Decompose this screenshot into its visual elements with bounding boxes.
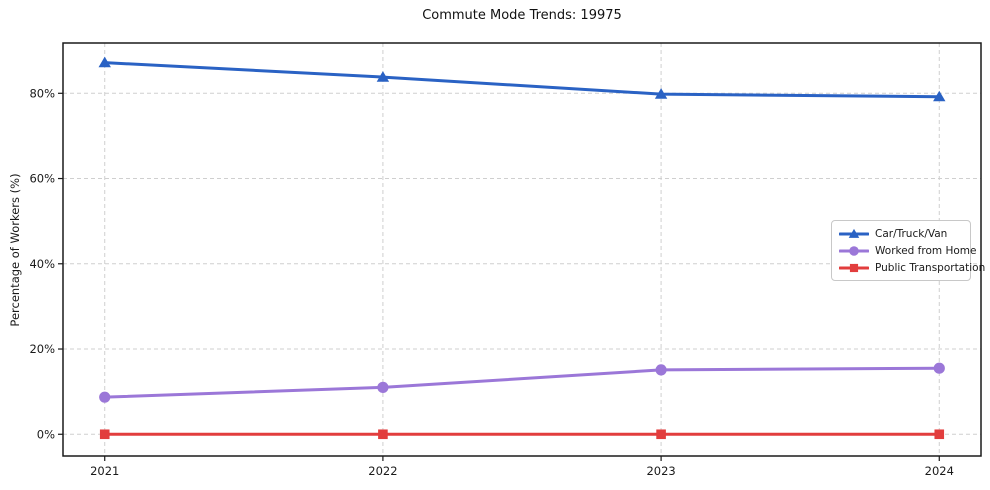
- triangle-marker: [376, 71, 390, 82]
- square-marker: [99, 429, 110, 440]
- square-marker: [849, 263, 859, 272]
- legend-item-worked-from-home: Worked from Home: [839, 244, 976, 257]
- chart-title: Commute Mode Trends: 19975: [422, 8, 622, 23]
- square-marker: [378, 429, 388, 440]
- circle-marker: [99, 391, 111, 403]
- triangle-marker: [654, 88, 668, 99]
- legend: Car/Truck/Van Worked from Home Public Tr…: [831, 220, 985, 281]
- legend-item-car-truck-van: Car/Truck/Van: [839, 227, 962, 240]
- series-line: [103, 366, 941, 399]
- legend-label: Public Transportation: [875, 261, 986, 274]
- y-tick-label: 60%: [29, 172, 55, 186]
- y-tick-label: 80%: [29, 86, 55, 100]
- y-tick-label: 40%: [29, 257, 55, 271]
- x-tick-label: 2021: [90, 464, 119, 478]
- worked-from-home-line-icon: [839, 245, 869, 256]
- square-marker: [934, 429, 945, 440]
- square-marker: [656, 429, 666, 440]
- series-line: [103, 61, 941, 99]
- y-tick-label: 0%: [37, 427, 55, 441]
- x-tick-label: 2024: [925, 464, 954, 478]
- legend-label: Car/Truck/Van: [875, 227, 948, 240]
- x-tick-label: 2023: [646, 464, 675, 478]
- circle-marker: [933, 362, 945, 374]
- y-tick-label: 20%: [29, 342, 55, 356]
- legend-item-public-transportation: Public Transportation: [839, 261, 985, 274]
- axes-spines: [62, 42, 982, 457]
- legend-label: Worked from Home: [875, 244, 977, 257]
- triangle-marker: [848, 228, 860, 238]
- triangle-marker: [98, 56, 111, 68]
- circle-marker: [849, 245, 859, 256]
- x-tick-label: 2022: [368, 464, 397, 478]
- public-transportation-line-icon: [839, 263, 869, 272]
- car-truck-van-line-icon: [839, 228, 869, 238]
- circle-marker: [377, 381, 389, 393]
- circle-marker: [655, 364, 667, 376]
- triangle-marker: [933, 90, 946, 102]
